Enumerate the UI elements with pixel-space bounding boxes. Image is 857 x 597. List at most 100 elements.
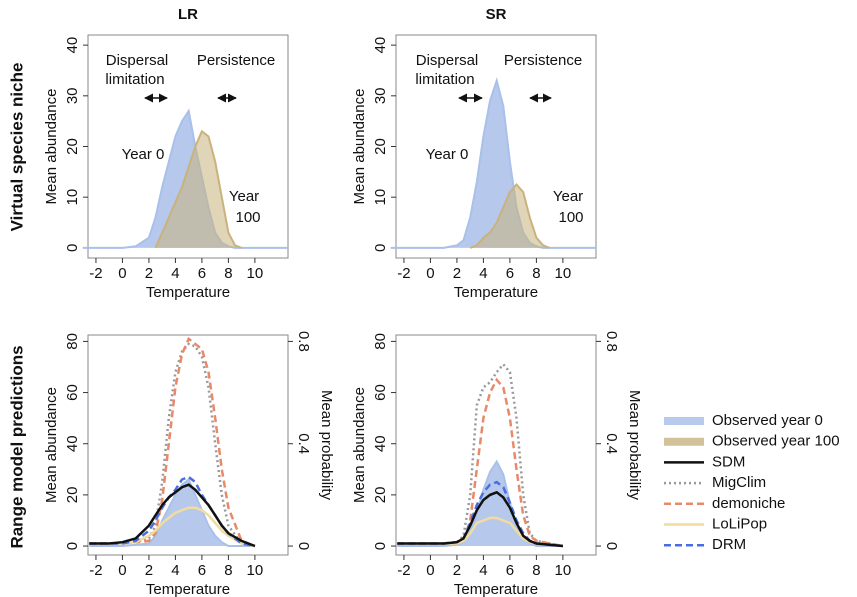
y2-axis-title: Mean probability	[318, 390, 335, 501]
y-tick-label: 60	[372, 384, 389, 401]
y-tick-label: 80	[64, 333, 81, 350]
y-axis-title: Mean abundance	[43, 89, 60, 205]
legend-label: DRM	[712, 536, 746, 553]
y-tick-label: 10	[372, 189, 389, 206]
row-label: Range model predictions	[7, 345, 26, 548]
x-tick-label: 2	[145, 265, 153, 282]
y-tick-label: 60	[64, 384, 81, 401]
x-tick-label: 8	[224, 265, 232, 282]
y-tick-label: 20	[64, 487, 81, 504]
legend-label: LoLiPop	[712, 515, 767, 532]
y2-tick-label: 0.8	[603, 331, 620, 352]
y-tick-label: 0	[372, 244, 389, 252]
x-tick-label: 0	[118, 265, 126, 282]
annotation: Persistence	[197, 52, 275, 69]
y-tick-label: 30	[372, 87, 389, 104]
y-tick-label: 40	[372, 435, 389, 452]
y2-axis-title: Mean probability	[626, 390, 643, 501]
legend-label: demoniche	[712, 495, 785, 512]
annotation: limitation	[415, 71, 474, 88]
x-tick-label: 6	[506, 562, 514, 579]
line	[89, 506, 256, 548]
y-tick-label: 0	[64, 244, 81, 252]
y-tick-label: 40	[64, 37, 81, 54]
y-axis-title: Mean abundance	[43, 387, 60, 503]
area	[89, 479, 255, 547]
legend-label: Observed year 0	[712, 412, 823, 429]
x-tick-label: -2	[89, 265, 102, 282]
legend-label: MigClim	[712, 474, 766, 491]
legend-label: Observed year 100	[712, 433, 840, 450]
y-tick-label: 0	[64, 542, 81, 550]
x-tick-label: 6	[198, 562, 206, 579]
plot-frame	[395, 334, 597, 556]
x-axis-title: Temperature	[454, 284, 538, 301]
area-outline	[397, 459, 563, 547]
x-tick-label: 10	[247, 265, 264, 282]
annotation: Year 0	[122, 146, 165, 163]
y2-tick-label: 0	[603, 542, 620, 550]
y-tick-label: 80	[372, 333, 389, 350]
y2-tick-label: 0.8	[295, 331, 312, 352]
y-tick-label: 20	[64, 138, 81, 155]
x-tick-label: 10	[555, 562, 572, 579]
annotation: 100	[558, 209, 583, 226]
y-tick-label: 0	[372, 542, 389, 550]
x-axis-title: Temperature	[146, 581, 230, 597]
area-outline	[469, 182, 550, 249]
x-tick-label: 2	[145, 562, 153, 579]
x-tick-label: 2	[453, 265, 461, 282]
y-axis-title: Mean abundance	[351, 387, 368, 503]
x-tick-label: 4	[479, 265, 487, 282]
x-tick-label: 10	[247, 562, 264, 579]
annotation: 100	[235, 209, 260, 226]
x-tick-label: 4	[171, 265, 179, 282]
panel-title: SR	[486, 6, 507, 23]
x-tick-label: 8	[532, 562, 540, 579]
x-tick-label: 0	[118, 562, 126, 579]
y-axis-title: Mean abundance	[351, 89, 368, 205]
annotation: Persistence	[504, 52, 582, 69]
y-tick-label: 10	[64, 189, 81, 206]
x-axis-title: Temperature	[454, 581, 538, 597]
x-tick-label: 10	[555, 265, 572, 282]
x-tick-label: -2	[397, 265, 410, 282]
line	[89, 483, 256, 548]
annotation: Year	[229, 188, 259, 205]
x-tick-label: 8	[532, 265, 540, 282]
annotation: Dispersal	[416, 52, 479, 69]
x-tick-label: -2	[89, 562, 102, 579]
x-tick-label: 0	[426, 562, 434, 579]
x-tick-label: -2	[397, 562, 410, 579]
x-tick-label: 2	[453, 562, 461, 579]
x-tick-label: 6	[506, 265, 514, 282]
legend-label: SDM	[712, 453, 745, 470]
area-outline	[154, 129, 242, 249]
x-tick-label: 4	[171, 562, 179, 579]
annotation: Year	[553, 188, 583, 205]
area-outline	[89, 477, 255, 547]
panel-title: LR	[178, 6, 198, 23]
x-tick-label: 6	[198, 265, 206, 282]
x-tick-label: 4	[479, 562, 487, 579]
area	[470, 184, 550, 248]
area	[155, 131, 242, 248]
row-label: Virtual species niche	[7, 63, 26, 232]
y2-tick-label: 0.4	[603, 433, 620, 454]
y-tick-label: 20	[372, 138, 389, 155]
plot-frame	[87, 334, 289, 556]
line	[397, 490, 564, 548]
y-tick-label: 20	[372, 487, 389, 504]
x-tick-label: 8	[224, 562, 232, 579]
x-axis-title: Temperature	[146, 284, 230, 301]
annotation: limitation	[105, 71, 164, 88]
y-tick-label: 40	[64, 435, 81, 452]
x-tick-label: 0	[426, 265, 434, 282]
annotation: Dispersal	[106, 52, 169, 69]
y-tick-label: 40	[372, 37, 389, 54]
y-tick-label: 30	[64, 87, 81, 104]
y2-tick-label: 0	[295, 542, 312, 550]
y2-tick-label: 0.4	[295, 433, 312, 454]
annotation: Year 0	[426, 146, 469, 163]
